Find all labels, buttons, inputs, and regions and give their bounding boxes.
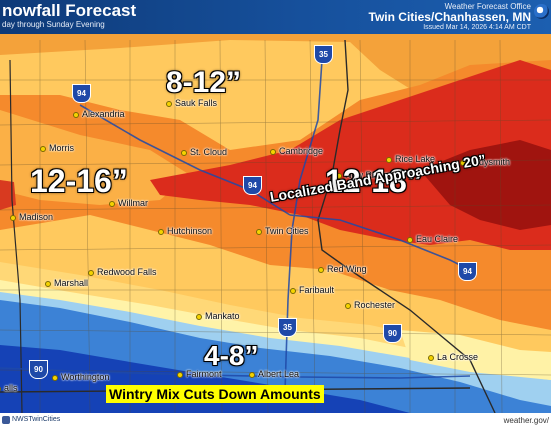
city-rice-lake: Rice Lake [386, 154, 435, 164]
city-redwood-falls: Redwood Falls [88, 267, 157, 277]
city-alexandria: Alexandria [73, 109, 125, 119]
city-marshall: Marshall [45, 278, 88, 288]
city-mankato: Mankato [196, 311, 240, 321]
website-text: weather.gov/ [503, 416, 549, 425]
city-faribault: Faribault [290, 285, 334, 295]
social-icon [2, 416, 10, 424]
office-city: Twin Cities/Chanhassen, MN [368, 10, 531, 24]
city-eau-claire: Eau Claire [407, 234, 458, 244]
office-label: Weather Forecast Office [444, 2, 531, 11]
city-worthington: Worthington [52, 372, 109, 382]
amount-label-south: 4-8” [204, 340, 259, 371]
city-twin-cities: Twin Cities [256, 226, 309, 236]
social-handle: NWSTwinCities [12, 416, 61, 423]
amount-label-east: 12-18” [325, 163, 423, 199]
city-red-wing: Red Wing [318, 264, 367, 274]
footer-bar: NWSTwinCities weather.gov/ [0, 413, 551, 431]
city-new-richmond: New Richmond [336, 170, 406, 180]
zone-red-west [0, 180, 16, 210]
interstate-35-shield-north: 35 [314, 45, 333, 64]
forecast-period: day through Sunday Evening [2, 20, 105, 29]
interstate-94-shield-center: 94 [243, 176, 262, 195]
interstate-94-shield-east: 94 [458, 262, 477, 281]
wintry-mix-label: Wintry Mix Cuts Down Amounts [106, 385, 324, 403]
city-willmar: Willmar [109, 198, 148, 208]
city-morris: Morris [40, 143, 74, 153]
zone-orange-light [0, 110, 190, 205]
state-border-mn-wi [317, 39, 496, 414]
zone-dark-red [420, 140, 551, 230]
city-ladysmith: Ladysmith [460, 157, 510, 167]
state-border-mn-sd [9, 59, 23, 414]
interstate-94-shield-nw: 94 [72, 84, 91, 103]
header-bar: nowfall Forecast day through Sunday Even… [0, 0, 551, 34]
city-fairmont: Fairmont [177, 369, 222, 379]
page-title: nowfall Forecast [2, 1, 137, 20]
city-hutchinson: Hutchinson [158, 226, 212, 236]
interstate-35-shield-south: 35 [278, 318, 297, 337]
city-sauk-falls: Sauk Falls [166, 98, 217, 108]
nws-logo-icon [534, 4, 549, 19]
issued-time: Issued Mar 14, 2026 4:14 AM CDT [423, 24, 531, 31]
amount-label-north: 8-12” [166, 66, 242, 99]
city-albert-lea: Albert Lea [249, 369, 299, 379]
city-la-crosse: La Crosse [428, 352, 478, 362]
interstate-90-shield-east: 90 [383, 324, 402, 343]
city-cambridge: Cambridge [270, 146, 323, 156]
city-falls-edge: alls [0, 383, 18, 393]
interstate-90-shield-west: 90 [29, 360, 48, 379]
amount-label-west: 12-16” [30, 163, 128, 199]
city-st-cloud: St. Cloud [181, 147, 227, 157]
city-madison: Madison [10, 212, 53, 222]
city-rochester: Rochester [345, 300, 395, 310]
